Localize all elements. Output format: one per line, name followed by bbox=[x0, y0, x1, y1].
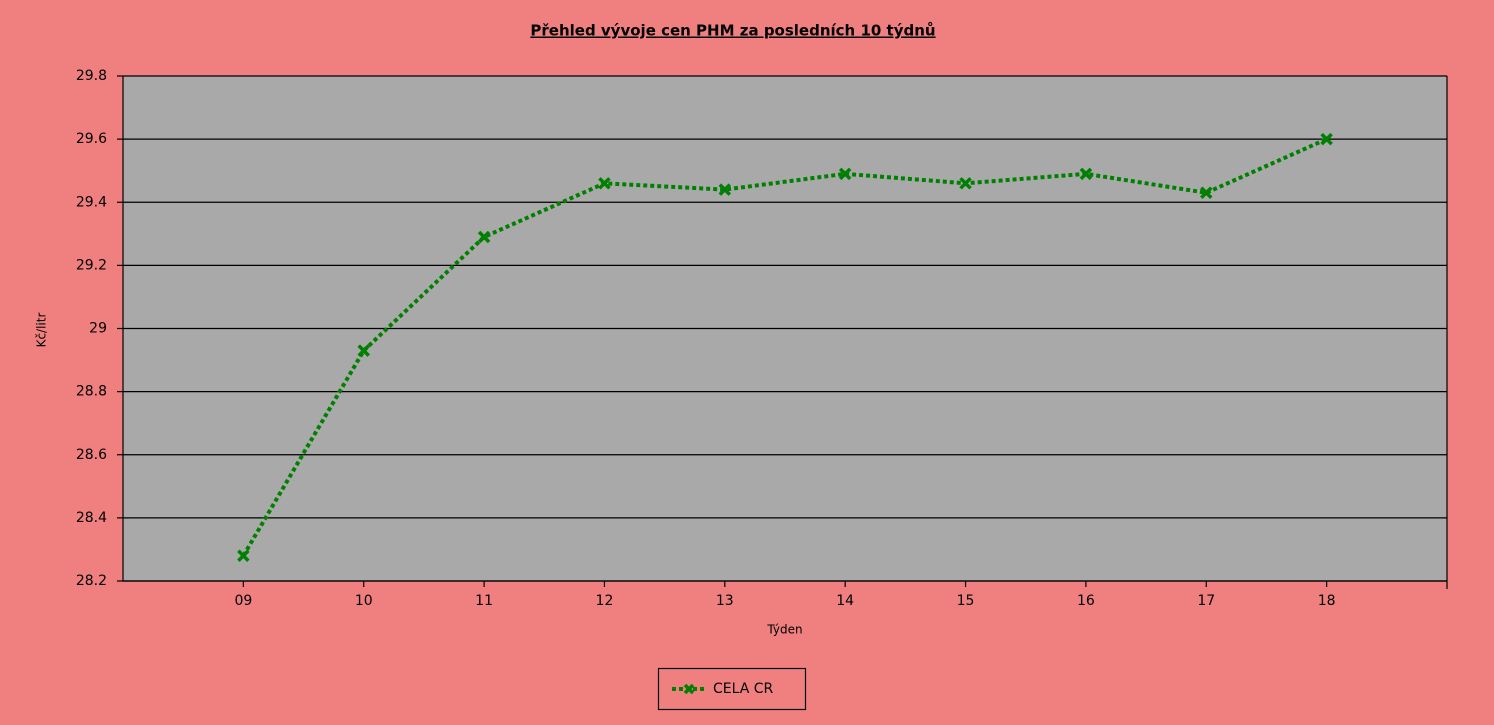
legend-label: CELA CR bbox=[713, 681, 774, 697]
y-tick-label: 28.2 bbox=[76, 573, 107, 589]
marker-stroke bbox=[477, 230, 491, 244]
point-marker bbox=[838, 167, 852, 181]
x-tick-label: 13 bbox=[716, 593, 734, 609]
y-tick-label: 29.6 bbox=[76, 131, 107, 147]
point-marker bbox=[598, 177, 611, 190]
series-line bbox=[241, 137, 1328, 557]
x-tick-label: 09 bbox=[234, 593, 252, 609]
point-marker bbox=[1079, 167, 1093, 181]
legend-marker bbox=[683, 683, 695, 695]
marker-stroke bbox=[598, 177, 611, 190]
legend-box bbox=[657, 667, 807, 711]
x-tick-label: 15 bbox=[957, 593, 975, 609]
y-tick-label: 28.4 bbox=[76, 510, 107, 526]
marker-stroke bbox=[838, 167, 852, 181]
x-tick-label: 12 bbox=[596, 593, 614, 609]
y-tick-label: 28.6 bbox=[76, 447, 107, 463]
x-tick-label: 10 bbox=[355, 593, 373, 609]
y-axis-label: Kč/litr bbox=[35, 313, 49, 348]
y-tick-label: 29 bbox=[89, 321, 107, 337]
marker-stroke bbox=[1200, 186, 1213, 200]
x-tick-label: 16 bbox=[1077, 593, 1095, 609]
x-tick-label: 18 bbox=[1318, 593, 1336, 609]
point-marker bbox=[237, 549, 250, 562]
point-marker bbox=[959, 177, 972, 190]
marker-stroke bbox=[959, 177, 972, 190]
marker-stroke bbox=[718, 183, 732, 196]
marker-stroke bbox=[1320, 132, 1333, 146]
chart-title: Přehled vývoje cen PHM za posledních 10 … bbox=[530, 22, 935, 40]
x-axis-label: Týden bbox=[766, 623, 802, 637]
x-tick-label: 11 bbox=[475, 593, 493, 609]
point-marker bbox=[477, 230, 491, 244]
point-marker bbox=[357, 344, 370, 357]
y-tick-label: 28.8 bbox=[76, 384, 107, 400]
marker-stroke bbox=[683, 683, 695, 695]
marker-stroke bbox=[237, 549, 250, 562]
y-tick-label: 29.8 bbox=[76, 68, 107, 84]
y-tick-label: 29.2 bbox=[76, 257, 107, 273]
x-tick-label: 14 bbox=[836, 593, 854, 609]
x-tick-label: 17 bbox=[1197, 593, 1215, 609]
point-marker bbox=[1200, 186, 1213, 200]
marker-stroke bbox=[1079, 167, 1093, 181]
marker-stroke bbox=[357, 344, 370, 357]
point-marker bbox=[718, 183, 732, 196]
point-marker bbox=[1320, 132, 1333, 146]
y-tick-label: 29.4 bbox=[76, 194, 107, 210]
